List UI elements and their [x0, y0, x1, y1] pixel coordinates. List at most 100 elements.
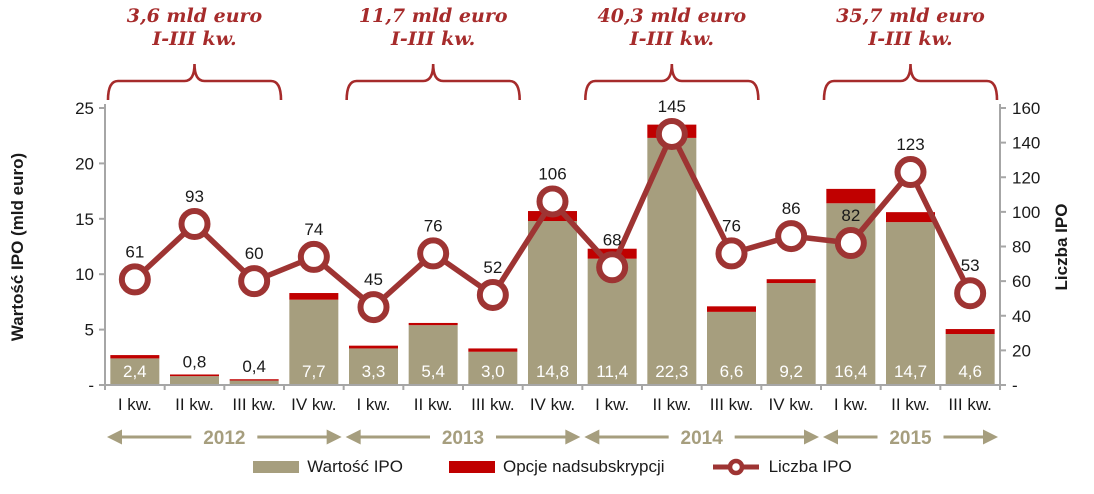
bar-value-label: 3,3: [362, 362, 386, 381]
x-category-label: II kw.: [652, 395, 691, 414]
line-value-label: 106: [538, 164, 566, 183]
line-marker: [297, 240, 330, 273]
bar-value-label: 11,4: [596, 362, 628, 381]
x-category-label: I kw.: [595, 395, 629, 414]
right-axis-tick-label: 160: [1012, 99, 1040, 118]
legend-item-wartosc-ipo: Wartość IPO: [253, 457, 403, 477]
left-axis-tick-label: 15: [75, 210, 94, 229]
legend-label: Liczba IPO: [768, 457, 852, 476]
line-marker: [178, 207, 211, 240]
bar-wartosc-ipo: [528, 221, 577, 385]
right-axis-tick-label: 140: [1012, 134, 1040, 153]
legend-item-liczba-ipo: Liczba IPO: [711, 457, 852, 477]
right-axis-tick-label: 80: [1012, 238, 1031, 257]
annotation-value-label: 11,7 mld euro: [359, 5, 508, 27]
left-axis-tick-label: -: [88, 376, 94, 395]
annotation-value-label: 3,6 mld euro: [127, 5, 263, 27]
right-axis-tick-label: 100: [1012, 203, 1040, 222]
x-category-label: III kw.: [710, 395, 753, 414]
line-marker-swatch-icon: [712, 458, 759, 476]
bar-opcje-nadsubskrypcji: [349, 345, 398, 349]
line-value-label: 93: [185, 187, 204, 206]
legend-label: Opcje nadsubskrypcji: [502, 457, 665, 476]
bar-wartosc-ipo: [707, 311, 756, 385]
x-category-label: II kw.: [175, 395, 214, 414]
annotation-period-label: I-III kw.: [390, 28, 475, 50]
year-label: 2015: [889, 428, 932, 449]
x-category-label: I kw.: [834, 395, 868, 414]
line-value-label: 82: [841, 206, 860, 225]
annotation-period-label: I-III kw.: [867, 28, 952, 50]
left-axis-tick-label: 5: [85, 321, 94, 340]
year-arrow-left-icon: [345, 429, 361, 445]
x-category-label: I kw.: [118, 395, 152, 414]
x-category-label: IV kw.: [291, 395, 336, 414]
line-marker: [536, 185, 569, 218]
bar-wartosc-ipo: [468, 351, 518, 385]
year-arrow-left-icon: [107, 429, 122, 445]
line-marker: [417, 237, 450, 270]
bar-value-label: 14,8: [536, 362, 569, 381]
left-axis-title: Wartość IPO (mld euro): [8, 152, 27, 342]
right-axis-tick-label: 20: [1012, 341, 1031, 360]
left-axis-tick-label: 10: [75, 265, 94, 284]
line-marker: [715, 237, 748, 270]
bar-opcje-nadsubskrypcji: [945, 329, 995, 335]
year-arrow-right-icon: [804, 429, 819, 445]
line-value-label: 76: [722, 216, 741, 235]
right-axis-title: Liczba IPO: [1052, 203, 1071, 291]
line-marker: [894, 156, 927, 189]
bar-value-label: 7,7: [302, 362, 326, 381]
bar-opcje-nadsubskrypcji: [170, 374, 219, 377]
year-arrow-right-icon: [983, 429, 998, 445]
bar-wartosc-ipo: [766, 283, 816, 385]
bar-value-label: 4,6: [958, 362, 982, 381]
line-value-label: 60: [245, 244, 264, 263]
right-axis-tick-label: -: [1012, 376, 1018, 395]
year-arrow-right-icon: [326, 429, 342, 445]
line-marker: [476, 278, 509, 311]
line-marker: [954, 277, 987, 310]
line-value-label: 145: [658, 97, 686, 116]
line-value-label: 74: [304, 220, 323, 239]
line-marker: [596, 251, 629, 284]
bar-opcje-nadsubskrypcji: [886, 212, 935, 223]
annotation-brace: [106, 63, 283, 101]
bar-opcje-nadsubskrypcji: [766, 279, 816, 284]
annotation-period-label: I-III kw.: [151, 28, 236, 50]
line-marker: [655, 117, 688, 150]
line-value-label: 45: [364, 270, 383, 289]
line-value-label: 123: [896, 135, 924, 154]
legend-label: Wartość IPO: [307, 457, 403, 476]
year-label: 2014: [681, 428, 724, 449]
line-value-label: 52: [483, 258, 502, 277]
x-category-label: III kw.: [471, 395, 514, 414]
line-marker: [834, 227, 867, 260]
chart-legend: Wartość IPO Opcje nadsubskrypcji Liczba …: [105, 457, 1000, 477]
right-axis-tick-label: 120: [1012, 168, 1040, 187]
line-marker: [775, 220, 808, 253]
legend-item-opcje-nadsubskrypcji: Opcje nadsubskrypcji: [448, 457, 665, 477]
year-arrow-left-icon: [584, 429, 600, 445]
bar-opcje-nadsubskrypcji: [408, 322, 458, 326]
bar-value-label: 16,4: [834, 362, 867, 381]
bar-tan-swatch-icon: [253, 461, 300, 473]
x-category-label: IV kw.: [768, 395, 813, 414]
bar-wartosc-ipo: [945, 334, 995, 385]
year-arrow-right-icon: [565, 429, 581, 445]
bar-value-label: 5,4: [421, 362, 445, 381]
bar-opcje-nadsubskrypcji: [110, 355, 160, 359]
right-axis-tick-label: 40: [1012, 307, 1031, 326]
x-category-label: II kw.: [891, 395, 930, 414]
annotation-brace: [345, 63, 521, 101]
bar-wartosc-ipo: [408, 325, 458, 385]
line-marker: [357, 291, 390, 324]
bar-opcje-nadsubskrypcji: [826, 188, 876, 204]
x-category-label: I kw.: [356, 395, 390, 414]
right-axis-tick-label: 60: [1012, 272, 1031, 291]
line-value-label: 53: [961, 256, 980, 275]
bar-value-label: 22,3: [655, 362, 688, 381]
annotation-brace: [822, 63, 999, 101]
